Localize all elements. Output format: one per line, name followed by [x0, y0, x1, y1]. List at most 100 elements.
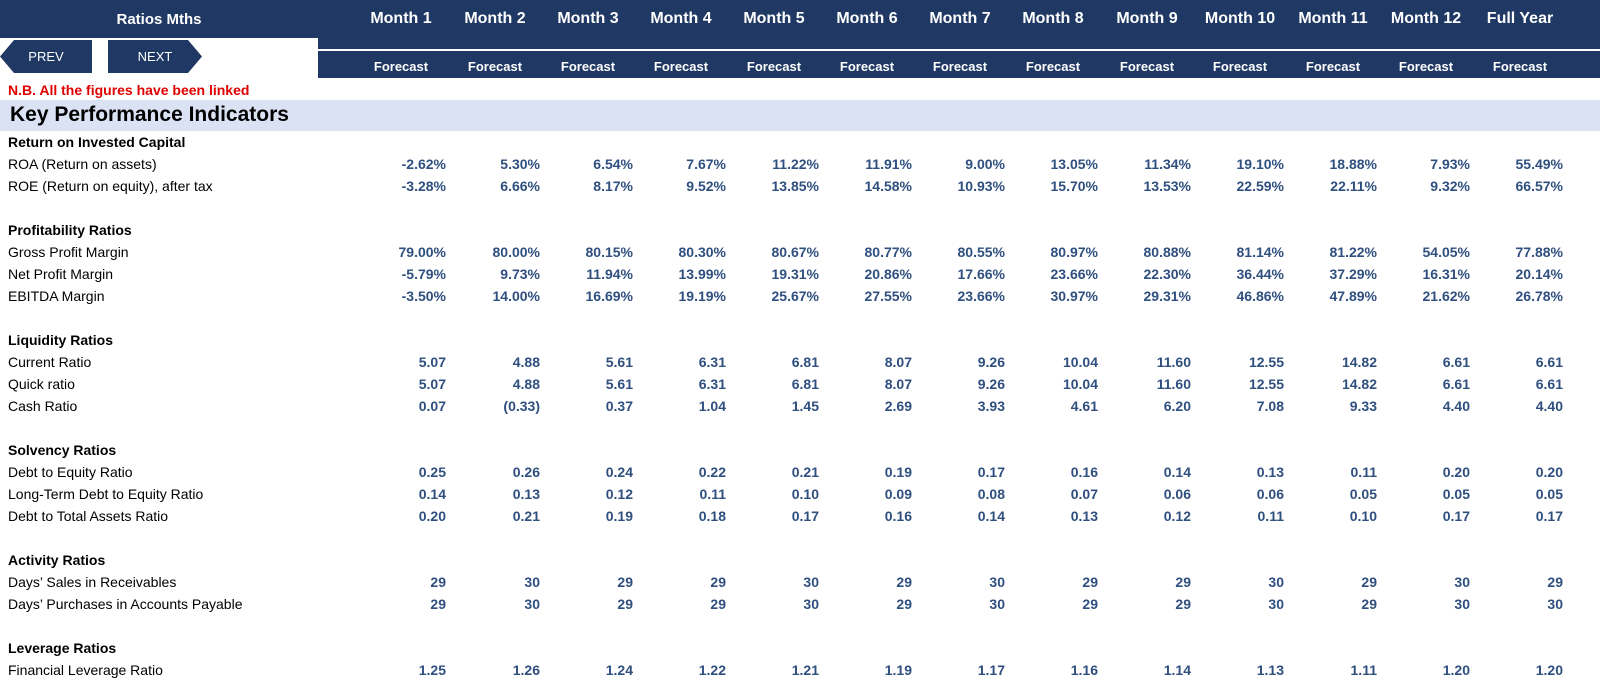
value-cell[interactable]: 29	[430, 574, 446, 590]
value-cell[interactable]: 5.61	[605, 354, 633, 370]
value-cell[interactable]: 7.08	[1256, 398, 1284, 414]
value-cell[interactable]: 13.99%	[678, 266, 726, 282]
value-cell[interactable]: 0.12	[605, 486, 633, 502]
value-cell[interactable]: 0.20	[1442, 464, 1470, 480]
value-cell[interactable]: 30	[1454, 596, 1470, 612]
value-cell[interactable]: 11.94%	[586, 266, 633, 282]
value-cell[interactable]: 6.31	[698, 376, 726, 392]
value-cell[interactable]: 0.08	[977, 486, 1005, 502]
value-cell[interactable]: 16.69%	[585, 288, 633, 304]
value-cell[interactable]: 23.66%	[1050, 266, 1098, 282]
value-cell[interactable]: 29	[896, 596, 912, 612]
value-cell[interactable]: 29	[1082, 574, 1098, 590]
value-cell[interactable]: 29	[1082, 596, 1098, 612]
value-cell[interactable]: 0.13	[512, 486, 540, 502]
value-cell[interactable]: 29.31%	[1143, 288, 1191, 304]
value-cell[interactable]: 6.81	[791, 376, 819, 392]
value-cell[interactable]: 20.14%	[1515, 266, 1563, 282]
value-cell[interactable]: 80.97%	[1050, 244, 1098, 260]
value-cell[interactable]: 6.66%	[500, 178, 540, 194]
value-cell[interactable]: 1.13	[1256, 662, 1284, 678]
value-cell[interactable]: 79.00%	[398, 244, 446, 260]
value-cell[interactable]: 0.24	[605, 464, 633, 480]
value-cell[interactable]: 16.31%	[1422, 266, 1470, 282]
value-cell[interactable]: 36.44%	[1236, 266, 1284, 282]
value-cell[interactable]: 8.07	[884, 376, 912, 392]
value-cell[interactable]: 77.88%	[1515, 244, 1563, 260]
value-cell[interactable]: 0.20	[1535, 464, 1563, 480]
value-cell[interactable]: 81.22%	[1329, 244, 1377, 260]
value-cell[interactable]: 29	[1361, 596, 1377, 612]
value-cell[interactable]: 0.16	[884, 508, 912, 524]
value-cell[interactable]: 14.00%	[492, 288, 540, 304]
value-cell[interactable]: 5.30%	[500, 156, 540, 172]
value-cell[interactable]: 0.07	[418, 398, 446, 414]
value-cell[interactable]: 0.37	[605, 398, 633, 414]
value-cell[interactable]: 11.91%	[865, 156, 912, 172]
value-cell[interactable]: 22.30%	[1143, 266, 1191, 282]
value-cell[interactable]: 80.00%	[492, 244, 540, 260]
value-cell[interactable]: 12.55	[1248, 376, 1284, 392]
value-cell[interactable]: 9.26	[977, 376, 1005, 392]
value-cell[interactable]: 20.86%	[864, 266, 912, 282]
value-cell[interactable]: 0.05	[1442, 486, 1470, 502]
value-cell[interactable]: 0.14	[1163, 464, 1191, 480]
value-cell[interactable]: 19.31%	[771, 266, 819, 282]
value-cell[interactable]: 1.24	[605, 662, 633, 678]
value-cell[interactable]: 0.17	[977, 464, 1005, 480]
value-cell[interactable]: -3.50%	[401, 288, 446, 304]
value-cell[interactable]: 19.10%	[1236, 156, 1284, 172]
value-cell[interactable]: 21.62%	[1422, 288, 1470, 304]
value-cell[interactable]: 4.88	[512, 376, 540, 392]
value-cell[interactable]: 6.20	[1163, 398, 1191, 414]
value-cell[interactable]: 0.22	[698, 464, 726, 480]
value-cell[interactable]: -3.28%	[401, 178, 446, 194]
value-cell[interactable]: 0.16	[1070, 464, 1098, 480]
value-cell[interactable]: 30	[1454, 574, 1470, 590]
value-cell[interactable]: 12.55	[1248, 354, 1284, 370]
value-cell[interactable]: 30	[803, 574, 819, 590]
value-cell[interactable]: 26.78%	[1515, 288, 1563, 304]
value-cell[interactable]: 0.14	[418, 486, 446, 502]
value-cell[interactable]: 1.14	[1163, 662, 1191, 678]
value-cell[interactable]: 11.34%	[1144, 156, 1191, 172]
value-cell[interactable]: 29	[1175, 596, 1191, 612]
value-cell[interactable]: 0.06	[1256, 486, 1284, 502]
value-cell[interactable]: 10.04	[1062, 376, 1098, 392]
value-cell[interactable]: 1.11	[1350, 662, 1377, 678]
value-cell[interactable]: 11.60	[1156, 376, 1191, 392]
value-cell[interactable]: 1.45	[791, 398, 819, 414]
value-cell[interactable]: 2.69	[884, 398, 912, 414]
value-cell[interactable]: (0.33)	[503, 398, 540, 414]
value-cell[interactable]: 6.31	[698, 354, 726, 370]
value-cell[interactable]: 0.10	[1349, 508, 1377, 524]
value-cell[interactable]: 0.18	[698, 508, 726, 524]
value-cell[interactable]: 0.11	[1257, 508, 1284, 524]
value-cell[interactable]: 6.61	[1442, 354, 1470, 370]
value-cell[interactable]: 0.11	[1350, 464, 1377, 480]
value-cell[interactable]: 4.40	[1442, 398, 1470, 414]
value-cell[interactable]: 29	[430, 596, 446, 612]
value-cell[interactable]: 37.29%	[1329, 266, 1377, 282]
value-cell[interactable]: 0.19	[605, 508, 633, 524]
value-cell[interactable]: 80.77%	[864, 244, 912, 260]
value-cell[interactable]: 9.52%	[686, 178, 726, 194]
value-cell[interactable]: 3.93	[977, 398, 1005, 414]
value-cell[interactable]: 0.19	[884, 464, 912, 480]
value-cell[interactable]: 6.61	[1442, 376, 1470, 392]
value-cell[interactable]: 13.53%	[1143, 178, 1191, 194]
value-cell[interactable]: 80.55%	[957, 244, 1005, 260]
value-cell[interactable]: 13.05%	[1050, 156, 1098, 172]
value-cell[interactable]: 1.21	[791, 662, 819, 678]
value-cell[interactable]: 30	[524, 574, 540, 590]
value-cell[interactable]: 29	[710, 596, 726, 612]
value-cell[interactable]: 30	[989, 596, 1005, 612]
value-cell[interactable]: 8.07	[884, 354, 912, 370]
value-cell[interactable]: 9.32%	[1430, 178, 1470, 194]
value-cell[interactable]: 1.19	[884, 662, 912, 678]
value-cell[interactable]: 8.17%	[593, 178, 633, 194]
value-cell[interactable]: 14.82	[1341, 376, 1377, 392]
value-cell[interactable]: 80.15%	[585, 244, 633, 260]
value-cell[interactable]: 6.61	[1535, 354, 1563, 370]
value-cell[interactable]: 30	[1268, 574, 1284, 590]
